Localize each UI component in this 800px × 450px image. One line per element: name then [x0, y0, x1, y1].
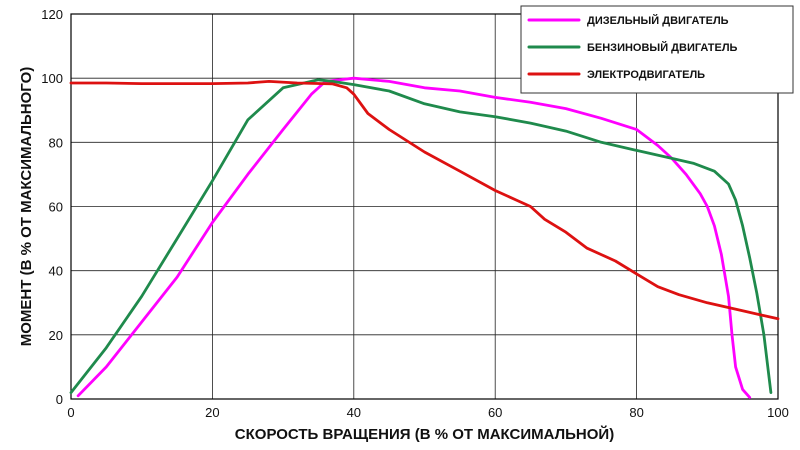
- x-tick-label: 40: [347, 405, 361, 420]
- x-tick-label: 60: [488, 405, 502, 420]
- y-tick-label: 60: [49, 200, 63, 215]
- y-tick-label: 0: [56, 392, 63, 407]
- tick-label-layer: 0 20 40 60 80 100 0 20 40 60 80 100 120: [41, 7, 789, 420]
- x-axis-title: СКОРОСТЬ ВРАЩЕНИЯ (В % ОТ МАКСИМАЛЬНОЙ): [235, 425, 614, 443]
- y-tick-label: 80: [49, 135, 63, 150]
- legend-label-3: ЭЛЕКТРОДВИГАТЕЛЬ: [587, 69, 705, 81]
- y-tick-label: 20: [49, 328, 63, 343]
- series-layer: [69, 76, 780, 399]
- x-tick-label: 20: [205, 405, 219, 420]
- y-tick-label: 40: [49, 264, 63, 279]
- legend: ДИЗЕЛЬНЫЙ ДВИГАТЕЛЬ БЕНЗИНОВЫЙ ДВИГАТЕЛЬ Э…: [520, 5, 794, 94]
- plot-area-frame: [70, 13, 779, 400]
- y-axis-title: МОМЕНТ (В % ОТ МАКСИМАЛЬНОГО): [18, 67, 35, 347]
- series-line-2: [69, 78, 773, 394]
- x-tick-label: 0: [67, 405, 74, 420]
- series-line-1: [76, 76, 752, 399]
- legend-label-1: ДИЗЕЛЬНЫЙ ДВИГАТЕЛЬ: [587, 14, 729, 27]
- y-tick-label: 120: [41, 7, 63, 22]
- x-tick-label: 80: [629, 405, 643, 420]
- legend-label-2: БЕНЗИНОВЫЙ ДВИГАТЕЛЬ: [587, 41, 738, 54]
- y-tick-label: 100: [41, 71, 63, 86]
- series-line-3: [69, 80, 780, 321]
- x-tick-label: 100: [767, 405, 789, 420]
